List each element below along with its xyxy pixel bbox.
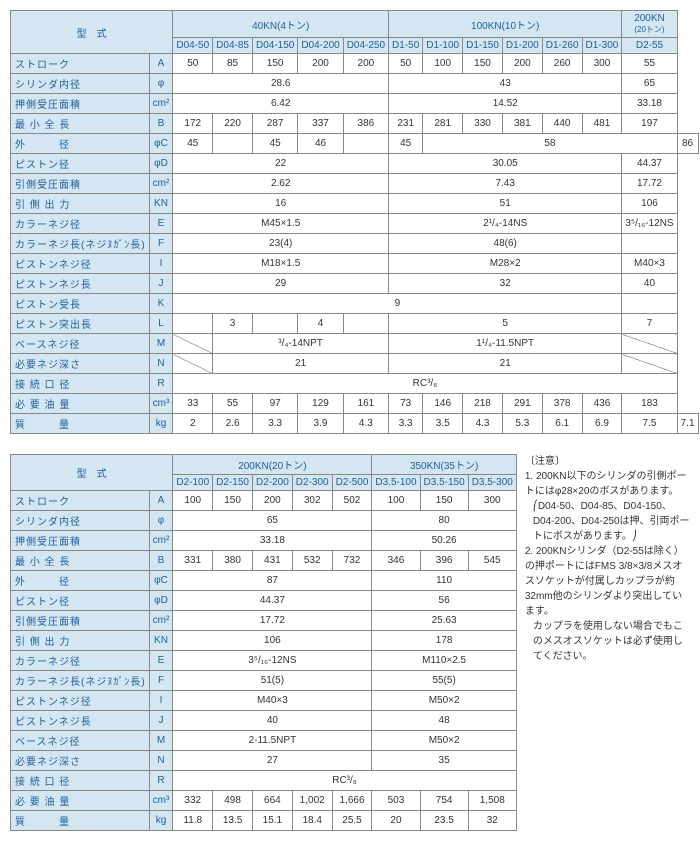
note-1: 1. 200KN以下のシリンダの引側ポートにはφ28×20のボスがあります。 bbox=[525, 469, 690, 499]
spec-table-1: 型 式40KN(4トン)100KN(10トン)200KN(20トン)D04-50… bbox=[10, 10, 699, 434]
note-2b: カップラを使用しない場合でもこのメスオスソケットは必ず使用してください。 bbox=[533, 619, 690, 664]
note-1b: ⎛D04-50、D04-85、D04-150、D04-200、D04-250は押… bbox=[533, 499, 690, 544]
notes-title: 〔注意〕 bbox=[525, 454, 690, 469]
spec-table-2: 型 式200KN(20トン)350KN(35トン)D2-100D2-150D2-… bbox=[10, 454, 517, 831]
note-2: 2. 200KNシリンダ（D2-55は除く）の押ポートにはFMS 3/8×3/8… bbox=[525, 544, 690, 619]
notes-block: 〔注意〕 1. 200KN以下のシリンダの引側ポートにはφ28×20のボスがあり… bbox=[525, 454, 690, 664]
